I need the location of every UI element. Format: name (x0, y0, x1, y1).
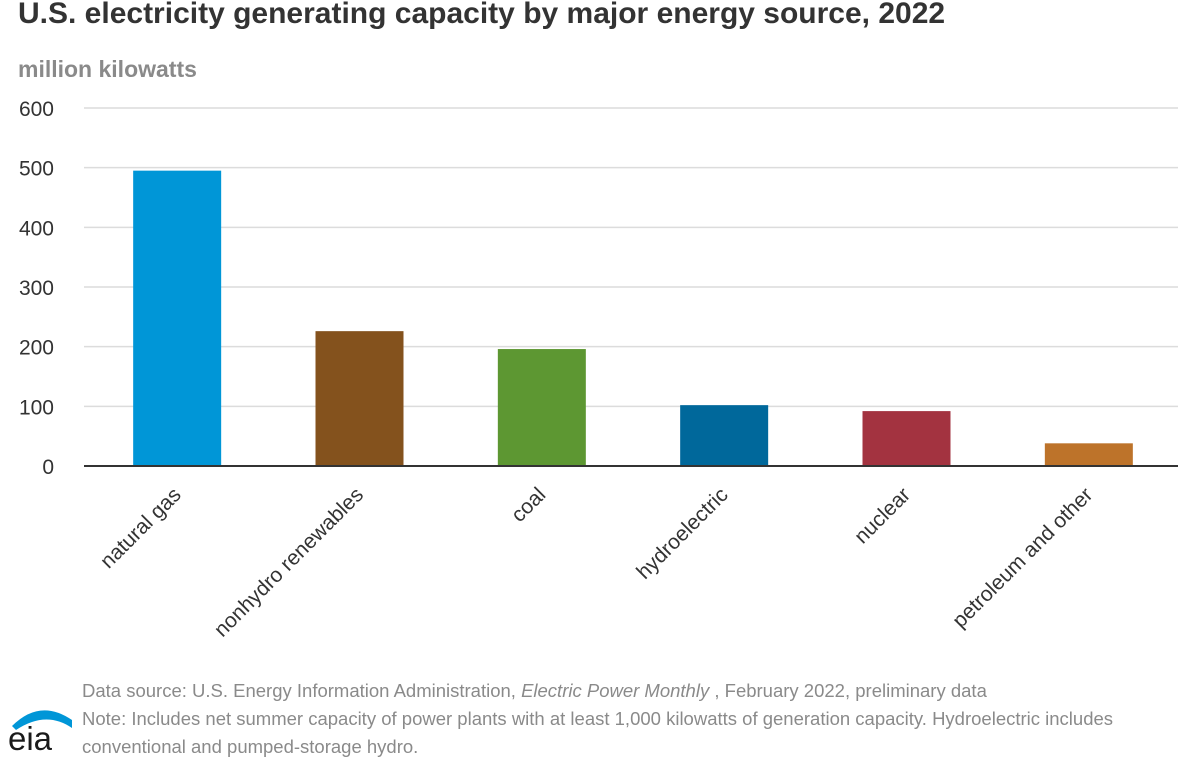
x-tick-label: petroleum and other (948, 483, 1097, 632)
y-tick-label: 400 (19, 217, 54, 240)
data-source: Data source: U.S. Energy Information Adm… (82, 677, 1142, 705)
footer: Data source: U.S. Energy Information Adm… (82, 677, 1142, 761)
eia-logo: eia (8, 710, 72, 754)
bar-hydroelectric[interactable] (680, 405, 769, 466)
logo-arc-icon (12, 710, 72, 730)
source-prefix: Data source: U.S. Energy Information Adm… (82, 680, 522, 701)
bar-petroleum-and-other[interactable] (1044, 443, 1133, 466)
y-tick-label: 0 (42, 456, 54, 479)
chart-title: U.S. electricity generating capacity by … (18, 0, 946, 30)
x-tick-label: hydroelectric (632, 483, 732, 583)
y-tick-label: 100 (19, 396, 54, 419)
x-tick-label: natural gas (96, 483, 186, 573)
x-tick-label: nuclear (850, 483, 915, 548)
x-tick-label: nonhydro renewables (210, 483, 368, 641)
gridlines (84, 107, 1178, 408)
y-tick-label: 500 (19, 158, 54, 181)
bar-coal[interactable] (497, 349, 586, 466)
bar-nonhydro-renewables[interactable] (315, 331, 404, 466)
bars (133, 170, 1133, 466)
bar-nuclear[interactable] (862, 411, 951, 466)
x-axis-ticks: natural gas nonhydro renewables coal hydroe… (96, 483, 1097, 641)
y-tick-label: 600 (19, 98, 54, 121)
x-tick-label: coal (507, 483, 551, 527)
source-title: Electric Power Monthly (521, 680, 710, 701)
source-suffix: , February 2022, preliminary data (709, 680, 987, 701)
y-axis-ticks: 0 100 200 300 400 500 600 (19, 98, 54, 479)
logo-text: eia (8, 720, 53, 754)
footnote: Note: Includes net summer capacity of po… (82, 708, 1114, 757)
y-tick-label: 200 (19, 337, 54, 360)
chart-subtitle: million kilowatts (18, 56, 197, 82)
y-tick-label: 300 (19, 277, 54, 300)
bar-chart: 0 100 200 300 400 500 600 natural gas nonhydro … (19, 98, 1178, 642)
bar-natural-gas[interactable] (133, 170, 222, 466)
